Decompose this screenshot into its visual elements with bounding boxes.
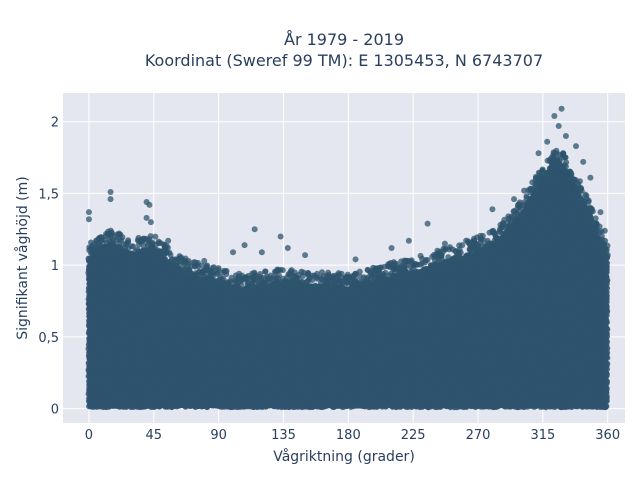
scatter-points bbox=[85, 105, 611, 411]
